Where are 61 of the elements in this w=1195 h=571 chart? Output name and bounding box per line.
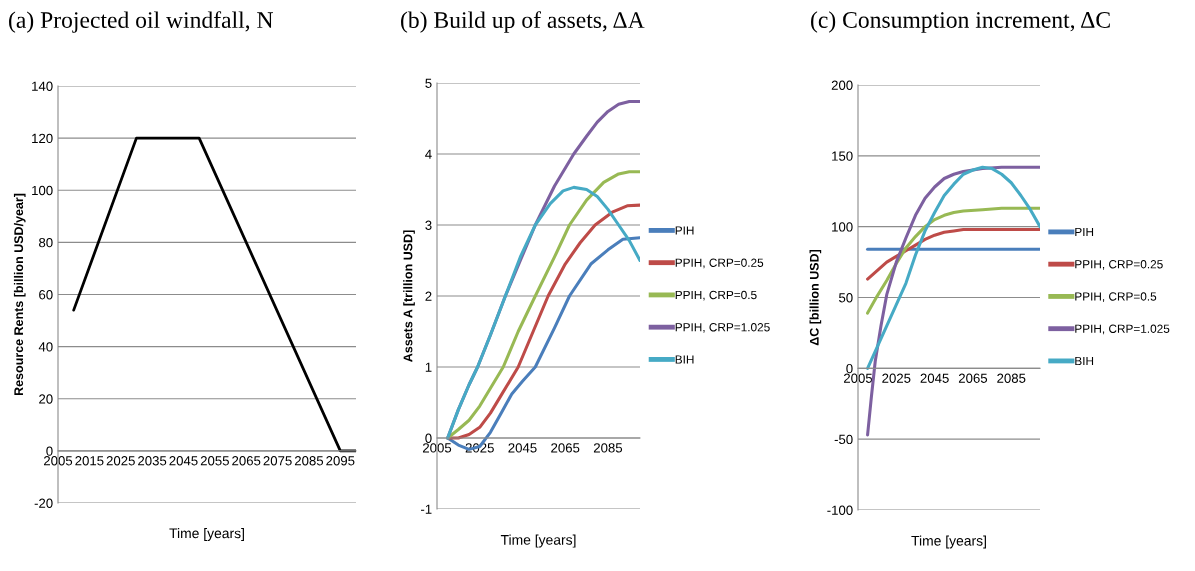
x-tick-label: 2025 <box>882 373 911 383</box>
y-tick-label: -20 <box>34 498 53 508</box>
y-tick-label: 100 <box>832 222 853 232</box>
legend-label: BIH <box>1075 356 1094 366</box>
chart-title: (b) Build up of assets, ΔA <box>401 11 645 33</box>
legend-label: PIH <box>675 226 694 235</box>
x-tick-label: 2085 <box>593 443 623 453</box>
x-tick-label: 2075 <box>263 456 292 466</box>
y-tick-label: 60 <box>39 290 53 300</box>
x-axis-title: Time [years] <box>500 534 576 548</box>
chart-title: (a) Projected oil windfall, N <box>9 11 273 33</box>
y-tick-label: 150 <box>832 151 853 161</box>
x-tick-label: 2025 <box>106 456 135 466</box>
y-tick-label: -1 <box>420 504 432 514</box>
x-axis-title: Time [years] <box>169 528 244 541</box>
y-tick-label: 0 <box>46 446 53 456</box>
y-tick-label: 5 <box>425 78 432 88</box>
x-tick-label: 2065 <box>551 443 580 453</box>
y-axis-title: Resource Rents [billion USD/year] <box>13 193 26 396</box>
y-tick-label: 120 <box>32 133 53 144</box>
y-tick-label: -50 <box>834 434 853 445</box>
legend-label: PPIH, CRP=1.025 <box>675 323 770 333</box>
legend-label: PPIH, CRP=0.25 <box>1075 260 1163 270</box>
y-axis-title: Assets A [trillion USD] <box>403 230 415 362</box>
y-tick-label: 0 <box>425 433 432 443</box>
y-tick-label: 3 <box>425 220 432 230</box>
x-axis-title: Time [years] <box>911 535 986 549</box>
y-tick-label: 50 <box>838 293 853 303</box>
x-tick-label: 2035 <box>138 456 167 466</box>
y-tick-label: 2 <box>425 291 432 301</box>
y-tick-label: 40 <box>38 342 53 352</box>
legend-label: PPIH, CRP=0.5 <box>1075 292 1157 303</box>
x-tick-label: 2085 <box>997 373 1026 383</box>
y-axis-title: ΔC [billion USD] <box>809 249 822 346</box>
y-tick-label: 1 <box>425 362 432 372</box>
y-tick-label: 100 <box>32 185 53 196</box>
legend-label: BIH <box>675 355 694 364</box>
x-tick-label: 2065 <box>232 456 261 466</box>
x-tick-label: 2005 <box>422 443 452 453</box>
y-tick-label: 0 <box>846 363 853 374</box>
x-tick-label: 2005 <box>843 373 873 383</box>
x-tick-label: 2055 <box>200 456 229 466</box>
y-tick-label: 200 <box>831 80 853 90</box>
x-tick-label: 2005 <box>43 456 73 466</box>
chart-title: (c) Consumption increment, ΔC <box>811 11 1110 33</box>
x-tick-label: 2085 <box>294 456 324 466</box>
legend-label: PPIH, CRP=1.025 <box>1075 324 1170 335</box>
x-tick-label: 2045 <box>920 373 949 383</box>
x-tick-label: 2015 <box>75 456 104 466</box>
y-tick-label: 4 <box>425 149 432 159</box>
y-tick-label: -100 <box>827 505 853 515</box>
legend-label: PIH <box>1075 227 1094 237</box>
x-tick-label: 2045 <box>169 456 198 466</box>
x-tick-label: 2045 <box>508 443 537 453</box>
y-tick-label: 80 <box>39 237 53 248</box>
x-tick-label: 2095 <box>326 456 355 466</box>
legend-label: PPIH, CRP=0.25 <box>675 258 764 269</box>
y-tick-label: 20 <box>39 394 53 404</box>
x-tick-label: 2065 <box>958 373 988 383</box>
legend-label: PPIH, CRP=0.5 <box>675 290 757 301</box>
y-tick-label: 140 <box>32 81 53 91</box>
